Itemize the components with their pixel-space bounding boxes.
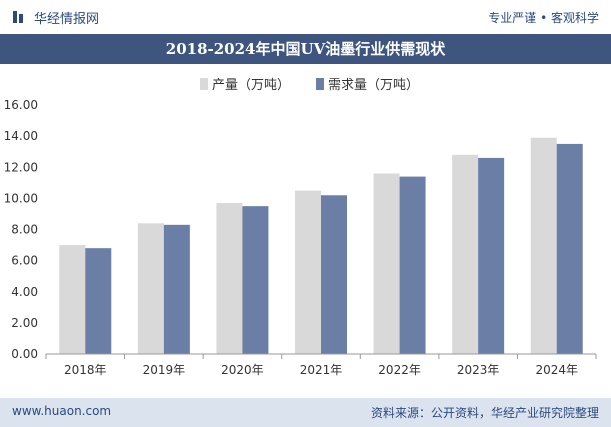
tagline: 专业严谨 • 客观科学: [488, 11, 599, 25]
demand-bar: [85, 248, 112, 354]
demand-bar: [242, 206, 269, 354]
demand-bar: [556, 143, 583, 354]
x-tick-label: 2024年: [535, 363, 578, 377]
chart-title: 2018-2024年中国UV油墨行业供需现状: [165, 40, 446, 58]
y-tick-label: 2.00: [11, 316, 38, 330]
production-bar: [59, 245, 86, 354]
title-bar: 2018-2024年中国UV油墨行业供需现状: [0, 34, 611, 64]
huajing-logo-icon: [13, 11, 23, 23]
x-tick-label: 2023年: [457, 363, 500, 377]
production-bar: [530, 137, 557, 354]
x-tick-label: 2018年: [64, 363, 107, 377]
production-bar: [295, 190, 321, 354]
legend-demand-label: 需求量（万吨）: [328, 78, 419, 93]
x-tick-label: 2021年: [300, 363, 343, 377]
legend-production-swatch: [200, 78, 208, 90]
production-bar: [373, 173, 400, 354]
y-tick-label: 16.00: [4, 98, 38, 112]
legend-production-label: 产量（万吨）: [212, 78, 290, 93]
brand-name: 华经情报网: [34, 12, 100, 27]
y-tick-label: 4.00: [11, 285, 38, 299]
x-axis: 2018年 2019年 2020年 2021年 2022年 2023年 2024年: [45, 353, 597, 377]
demand-bar: [399, 176, 426, 354]
top-bar: 华经情报网 专业严谨 • 客观科学: [0, 0, 611, 34]
y-tick-label: 10.00: [4, 191, 38, 205]
x-tick-label: 2022年: [378, 363, 421, 377]
bar-chart: 产量（万吨） 需求量（万吨） 0.00 2.00 4.00 6.00 8.00 10.00 1…: [4, 78, 597, 377]
x-tick-label: 2020年: [221, 363, 264, 377]
production-bar: [137, 223, 164, 354]
production-bar: [452, 154, 479, 354]
bars: [59, 137, 583, 354]
y-axis: 0.00 2.00 4.00 6.00 8.00 10.00 12.00 14.00 16.00: [4, 98, 38, 361]
footer: www.huaon.com 资料来源：公开资料，华经产业研究院整理: [0, 398, 611, 427]
demand-bar: [163, 224, 190, 354]
y-tick-label: 14.00: [4, 129, 38, 143]
y-tick-label: 12.00: [4, 160, 38, 174]
y-tick-label: 8.00: [11, 223, 38, 237]
production-bar: [216, 203, 243, 354]
legend: 产量（万吨） 需求量（万吨）: [200, 78, 419, 93]
legend-demand-swatch: [316, 78, 324, 90]
x-tick-label: 2019年: [143, 363, 186, 377]
footer-source: 资料来源：公开资料，华经产业研究院整理: [370, 406, 599, 420]
y-tick-label: 6.00: [11, 254, 38, 268]
demand-bar: [321, 195, 347, 354]
demand-bar: [478, 157, 505, 354]
y-tick-label: 0.00: [11, 347, 38, 361]
footer-website[interactable]: www.huaon.com: [12, 404, 112, 418]
